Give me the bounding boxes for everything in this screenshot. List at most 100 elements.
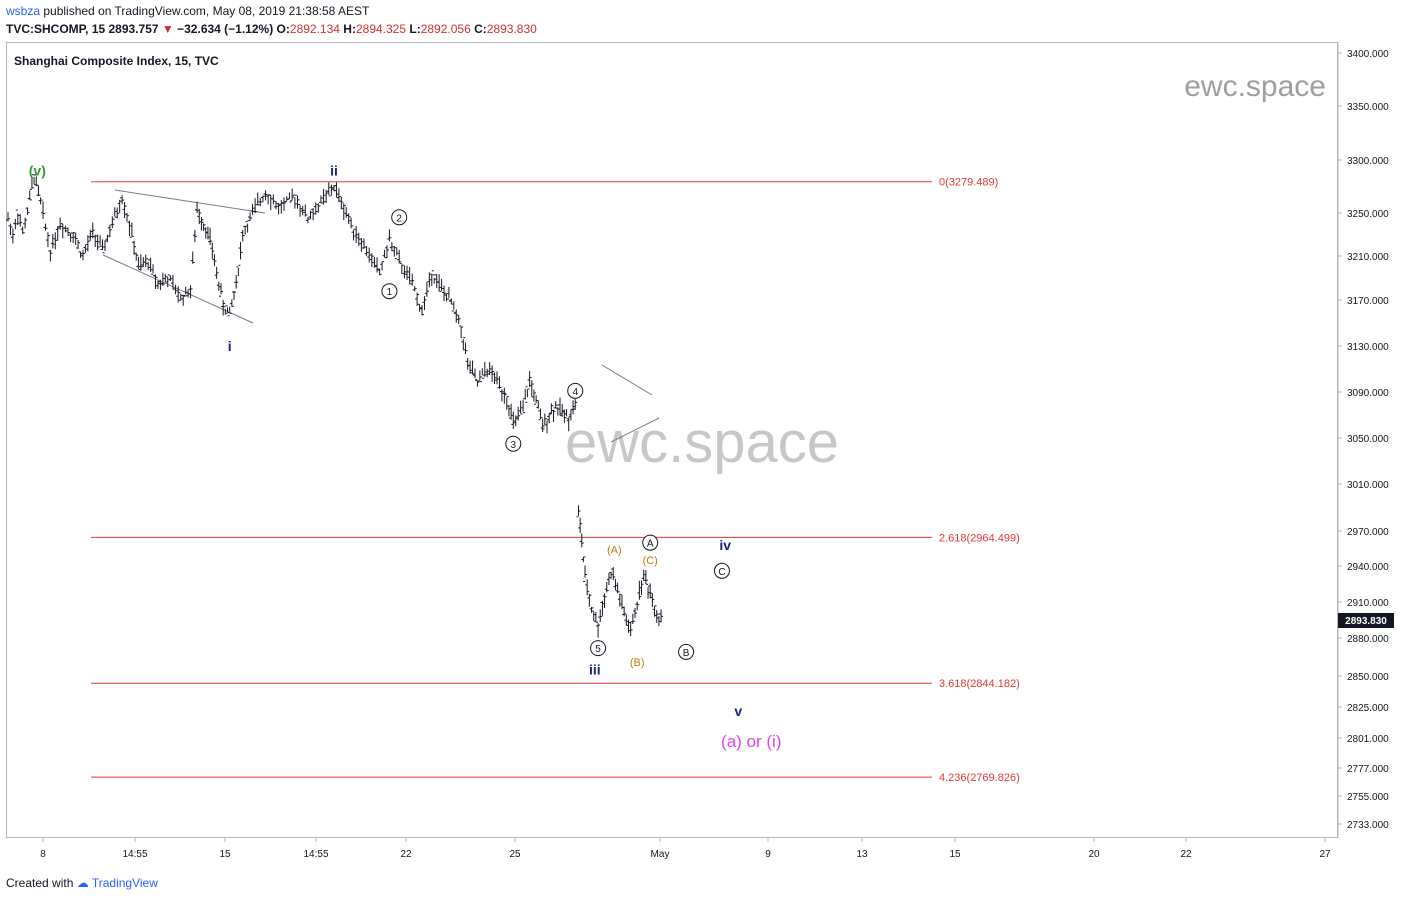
ohlc-bar (284, 196, 289, 203)
ohlc-bar (85, 235, 90, 252)
x-tick-label: 14:55 (122, 849, 147, 860)
publish-info: wsbza published on TradingView.com, May … (6, 4, 369, 18)
footer: Created with ☁ TradingView (6, 876, 158, 890)
fib-levels: 0(3279.489) 2.618(2964.499) 3.618(2844.182… (91, 177, 1020, 784)
y-tick-label: 2777.000 (1347, 764, 1389, 775)
wave-label-text: (B) (630, 657, 645, 669)
ohlc-bar (43, 223, 48, 231)
y-tick-label: 3300.000 (1347, 156, 1389, 167)
ohlc-bar (90, 222, 95, 239)
fib-label: 4.236(2769.826) (939, 772, 1020, 784)
wave-label: (v) (29, 163, 46, 179)
ohlc-bar (192, 230, 197, 243)
ohlc-bar (201, 221, 206, 232)
wave-label-text: 2 (396, 213, 402, 224)
y-tick-label: 3010.000 (1347, 480, 1389, 491)
ohlc-bar (165, 274, 170, 288)
ohlc-bar (134, 252, 139, 261)
ohlc-bar (263, 190, 268, 201)
ohlc-bar (243, 225, 248, 235)
ohlc-bar (389, 242, 394, 252)
ohlc-bar (367, 247, 372, 263)
ohlc-bar (547, 413, 552, 424)
ohlc-bar (587, 593, 592, 607)
ohlc-bar (377, 268, 382, 276)
ohlc-bar (305, 217, 310, 224)
ohlc-bar (439, 278, 444, 292)
ohlc-bar (334, 182, 339, 198)
wave-label-text: (a) or (i) (721, 732, 781, 751)
ohlc-bar (163, 273, 168, 283)
ohlc-bar (29, 178, 34, 190)
ohlc-bar (444, 293, 449, 302)
ohlc-bar (176, 286, 181, 303)
time-axis[interactable]: 8 14:55 15 14:55 22 25 May 9 13 15 20 22 27 (40, 838, 1331, 860)
ohlc-bar (558, 397, 563, 416)
ohlc-bar (424, 281, 429, 297)
y-tick-label: 2755.000 (1347, 792, 1389, 803)
ohlc-bar (463, 342, 468, 354)
y-tick-label: 2850.000 (1347, 672, 1389, 683)
tradingview-logo-icon[interactable]: ☁ (76, 876, 89, 890)
ohlc-bar (260, 195, 265, 203)
ohlc-bar (380, 261, 385, 271)
chart-canvas[interactable]: Shanghai Composite Index, 15, TVC ewc.sp… (6, 42, 1398, 866)
ohlc-bar (626, 619, 631, 633)
ohlc-bar (589, 606, 594, 613)
ohlc-bar (407, 266, 412, 285)
wave-label: (A) (607, 545, 622, 557)
wave-label: ii (330, 163, 338, 179)
ohlc-bar (158, 279, 163, 291)
ohlc-bar (227, 306, 232, 317)
ohlc-bar (633, 607, 638, 619)
wave-label-text: 1 (387, 287, 393, 298)
ohlc-bar (492, 372, 497, 385)
ohlc-bar (13, 218, 18, 230)
wave-label-text: 4 (572, 387, 578, 398)
ohlc-bar (523, 388, 528, 403)
ohlc-bar (178, 293, 183, 301)
x-tick-label: 14:55 (303, 849, 328, 860)
ohlc-bar (18, 213, 23, 227)
ohlc-bar (646, 583, 651, 599)
ohlc-bar (432, 274, 437, 284)
price-axis[interactable]: 3400.000 3350.000 3300.000 3250.000 3210.000… (1338, 49, 1389, 831)
y-tick-label: 3350.000 (1347, 102, 1389, 113)
ohlc-bar (65, 227, 70, 236)
low-label: L: (409, 22, 421, 36)
ohlc-bar (591, 610, 596, 621)
ohlc-bar (100, 239, 105, 254)
ohlc-bar (617, 593, 622, 607)
ohlc-bar (232, 291, 237, 300)
y-tick-label: 2801.000 (1347, 734, 1389, 745)
ohlc-bar (624, 614, 629, 626)
ohlc-bar (282, 197, 287, 211)
ohlc-bar (513, 415, 518, 427)
ohlc-bar (168, 275, 173, 281)
ohlc-bar (518, 400, 523, 415)
publisher-name[interactable]: wsbza (6, 4, 41, 18)
ohlc-bar (339, 196, 344, 210)
ohlc-bar (68, 232, 73, 243)
ohlc-bar (544, 418, 549, 434)
x-tick-label: 20 (1088, 849, 1100, 860)
ohlc-bar (509, 403, 514, 420)
ohlc-bar (181, 294, 186, 306)
ohlc-bar (127, 220, 132, 237)
y-tick-label: 3210.000 (1347, 252, 1389, 263)
plot-area[interactable] (6, 42, 1338, 838)
tradingview-link[interactable]: TradingView (91, 876, 158, 890)
ohlc-bar (78, 251, 83, 258)
ohlc-bar (487, 362, 492, 376)
current-price-label: 2893.830 (1345, 616, 1387, 627)
ohlc-bar (73, 232, 78, 245)
ohlc-bar (346, 213, 351, 225)
open-label: O: (276, 22, 290, 36)
ohlc-bar (538, 408, 543, 421)
ohlc-bar (566, 416, 571, 432)
ohlc-bar (429, 270, 434, 287)
high-label: H: (343, 22, 356, 36)
ohlc-bar (188, 285, 193, 299)
low-value: 2892.056 (420, 22, 471, 36)
publish-date: published on TradingView.com, May 08, 20… (43, 4, 370, 18)
